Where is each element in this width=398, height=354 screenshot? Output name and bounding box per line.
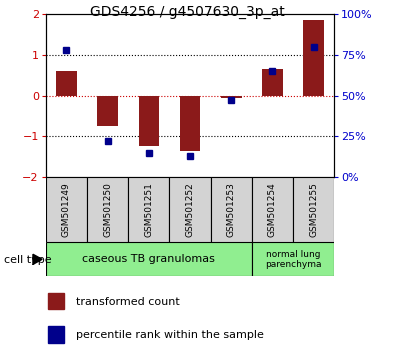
Polygon shape [33,254,42,264]
Bar [97,96,118,126]
Bar [48,293,64,309]
Bar [211,177,252,242]
Bar [252,177,293,242]
Bar [303,20,324,96]
Bar [46,177,87,242]
Text: cell type: cell type [4,255,52,265]
Text: percentile rank within the sample: percentile rank within the sample [76,330,263,340]
Bar [87,177,128,242]
Text: GSM501251: GSM501251 [144,182,153,237]
Text: GDS4256 / g4507630_3p_at: GDS4256 / g4507630_3p_at [90,5,285,19]
Bar [48,326,64,343]
Text: normal lung
parenchyma: normal lung parenchyma [265,250,321,269]
Bar [56,71,77,96]
Text: transformed count: transformed count [76,297,179,307]
Bar [262,69,283,96]
Text: GSM501253: GSM501253 [227,182,236,237]
Text: GSM501249: GSM501249 [62,182,71,237]
Bar [221,96,242,98]
Text: GSM501252: GSM501252 [185,182,195,237]
Text: GSM501254: GSM501254 [268,182,277,237]
Bar [139,96,159,147]
Bar [170,177,211,242]
Bar [128,177,170,242]
Text: GSM501250: GSM501250 [103,182,112,237]
Bar [293,177,334,242]
Bar [180,96,200,150]
Text: GSM501255: GSM501255 [309,182,318,237]
Bar [252,242,334,276]
Bar [46,242,252,276]
Text: caseous TB granulomas: caseous TB granulomas [82,254,215,264]
